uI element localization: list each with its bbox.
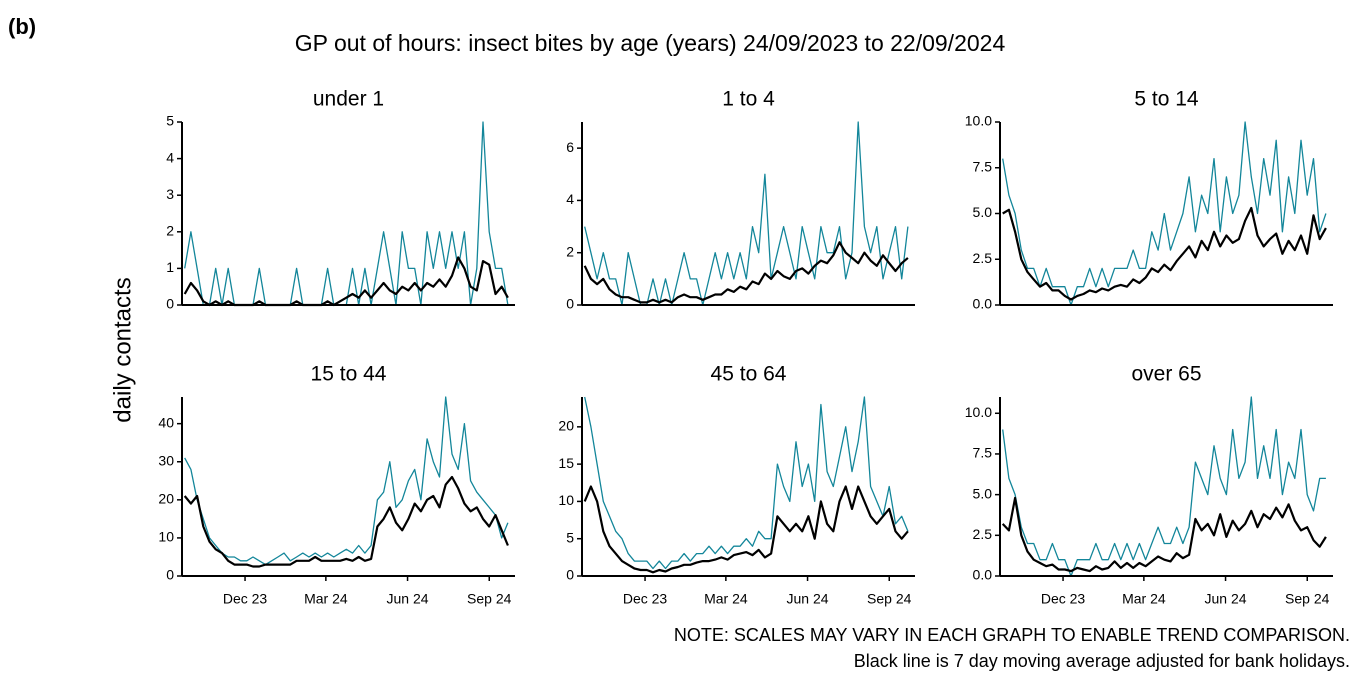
y-tick-label: 4 [166,149,174,165]
y-tick-label: 0 [566,567,574,583]
daily-line [1002,396,1326,577]
y-tick-label: 3 [166,186,174,202]
y-tick-label: 5 [166,113,174,129]
x-tick-label: Dec 23 [1041,591,1086,607]
x-tick-label: Dec 23 [223,591,268,607]
daily-line [584,121,909,306]
daily-line [1002,121,1327,306]
y-tick-label: 7.5 [973,158,993,174]
average-line [1001,496,1327,573]
panel-title: 1 to 4 [722,88,775,111]
y-tick-label: 5.0 [973,204,993,220]
average-line [583,241,909,304]
y-tick-label: 0 [166,296,174,312]
x-tick-label: Jun 24 [387,591,429,607]
panel-title: 5 to 14 [1134,88,1199,111]
y-tick-label: 2.5 [973,250,993,266]
x-tick-label: Sep 24 [467,591,512,607]
y-tick-label: 10 [558,492,574,508]
y-tick-label: 10.0 [965,113,992,129]
y-tick-label: 0.0 [973,296,993,312]
panel-label: (b) [8,14,36,39]
panel-title: under 1 [313,88,384,111]
x-tick-label: Sep 24 [867,591,912,607]
y-tick-label: 10.0 [965,404,992,420]
panel-title: over 65 [1131,363,1201,386]
panel-title: 45 to 64 [711,363,787,386]
x-tick-label: Sep 24 [1285,591,1330,607]
y-tick-label: 2 [566,243,574,259]
average-line [1002,206,1327,301]
x-tick-label: Mar 24 [304,591,348,607]
note: Black line is 7 day moving average adjus… [854,651,1350,671]
x-tick-label: Jun 24 [1205,591,1247,607]
y-tick-label: 10 [158,529,174,545]
y-tick-label: 0 [566,296,574,312]
y-tick-label: 5.0 [973,485,993,501]
y-tick-label: 0.0 [973,567,993,583]
y-tick-label: 1 [166,259,174,275]
x-tick-label: Mar 24 [704,591,748,607]
y-tick-label: 40 [158,414,174,430]
x-tick-label: Mar 24 [1122,591,1166,607]
y-tick-label: 5 [566,529,574,545]
y-tick-label: 30 [158,452,174,468]
y-tick-label: 2.5 [973,526,993,542]
y-tick-label: 15 [558,455,574,471]
daily-line [184,121,509,306]
y-axis-label: daily contacts [109,277,136,422]
y-tick-label: 20 [558,418,574,434]
y-tick-label: 2 [166,223,174,239]
daily-line [584,396,909,570]
average-line [583,485,909,574]
daily-line [184,396,509,566]
y-tick-label: 7.5 [973,445,993,461]
x-tick-label: Jun 24 [787,591,829,607]
y-tick-label: 0 [166,567,174,583]
figure-title: GP out of hours: insect bites by age (ye… [295,30,1006,56]
note: NOTE: SCALES MAY VARY IN EACH GRAPH TO E… [674,625,1350,645]
y-tick-label: 6 [566,139,574,155]
y-tick-label: 20 [158,491,174,507]
y-tick-label: 4 [566,191,574,207]
panel-title: 15 to 44 [311,363,387,386]
x-tick-label: Dec 23 [623,591,668,607]
average-line [183,475,509,568]
